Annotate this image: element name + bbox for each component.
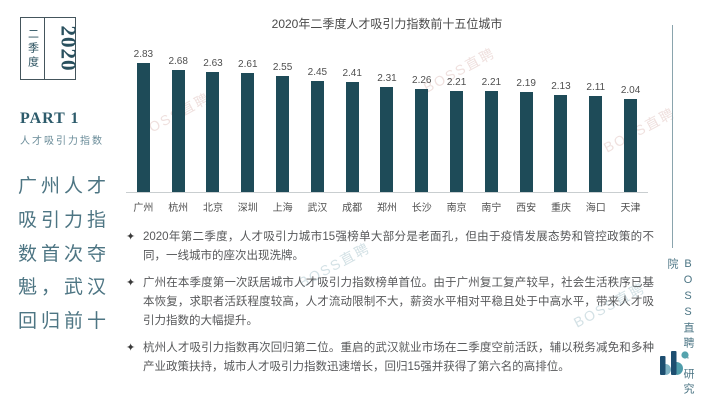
quarter-label: 二季度 bbox=[26, 27, 39, 70]
bar-column: 2.55 上海 bbox=[265, 33, 300, 214]
bullet-marker-icon: ✦ bbox=[126, 231, 136, 243]
bar-column: 2.41 成都 bbox=[335, 33, 370, 214]
chart-title: 2020年二季度人才吸引力指数前十五位城市 bbox=[271, 17, 503, 31]
bar bbox=[276, 76, 290, 192]
bar-value-label: 2.83 bbox=[133, 49, 154, 61]
part-subtitle: 人才吸引力指数 bbox=[20, 136, 104, 147]
city-label: 武汉 bbox=[307, 203, 328, 214]
bar-column: 2.21 南京 bbox=[439, 33, 474, 214]
bar-value-label: 2.11 bbox=[586, 82, 606, 93]
bar-value-label: 2.68 bbox=[168, 56, 188, 68]
bar-column: 2.83 广州 bbox=[126, 33, 161, 214]
bullet-marker-icon: ✦ bbox=[126, 341, 136, 354]
quarter-year-box: 二季度 2020 bbox=[20, 17, 81, 80]
bar-column: 2.11 海口 bbox=[578, 33, 613, 214]
bar-column: 2.04 天津 bbox=[613, 33, 648, 214]
city-label: 南京 bbox=[446, 203, 467, 214]
bar-value-label: 2.63 bbox=[203, 58, 223, 70]
quarter-cell: 二季度 bbox=[21, 18, 45, 79]
bar bbox=[345, 82, 359, 192]
bar-column: 2.61 深圳 bbox=[230, 33, 265, 214]
city-label: 天津 bbox=[620, 203, 641, 214]
section-headline: 广州人才吸引力指数首次夺魁，武汉回归前十 bbox=[18, 176, 111, 333]
bar bbox=[415, 89, 429, 192]
bar bbox=[554, 95, 568, 192]
bullet-text: 2020年第二季度，人才吸引力城市15强榜单大部分是老面孔，但由于疫情发展态势和… bbox=[143, 231, 654, 263]
city-label: 上海 bbox=[272, 203, 293, 214]
city-label: 广州 bbox=[133, 203, 154, 214]
bar-value-label: 2.31 bbox=[377, 72, 397, 84]
bar-column: 2.68 杭州 bbox=[161, 33, 196, 214]
bar bbox=[241, 73, 255, 192]
city-label: 南宁 bbox=[481, 203, 502, 214]
bar-value-label: 2.19 bbox=[516, 78, 536, 90]
bosszhipin-logo-icon bbox=[658, 349, 690, 377]
bar-column: 2.63 北京 bbox=[196, 33, 231, 214]
bar-value-label: 2.04 bbox=[620, 85, 641, 97]
city-label: 杭州 bbox=[168, 203, 189, 214]
bar bbox=[380, 86, 394, 192]
bar bbox=[484, 91, 498, 192]
bar-value-label: 2.21 bbox=[481, 77, 502, 89]
city-label: 海口 bbox=[585, 203, 606, 214]
brand-vertical-label: BOSS直聘·研究院 bbox=[666, 258, 694, 398]
bar bbox=[450, 91, 464, 192]
bar bbox=[310, 80, 324, 192]
bar bbox=[624, 99, 638, 192]
part-label: PART 1 bbox=[20, 110, 80, 127]
bar-value-label: 2.26 bbox=[412, 75, 432, 87]
bar bbox=[206, 72, 220, 192]
bar-value-label: 2.61 bbox=[238, 59, 258, 71]
bar-value-label: 2.45 bbox=[307, 66, 328, 78]
city-label: 成都 bbox=[342, 203, 363, 214]
bullet-item: ✦ 杭州人才吸引力指数再次回归第二位。重启的武汉就业市场在二季度空前活跃，辅以税务… bbox=[126, 339, 654, 378]
city-label: 北京 bbox=[202, 203, 223, 214]
bullet-item: ✦ 广州在本季度第一次跃居城市人才吸引力指数榜单首位。由于广州复工复产较早，社会生… bbox=[126, 274, 654, 332]
bar-column: 2.45 武汉 bbox=[300, 33, 335, 215]
bar-column: 2.19 西安 bbox=[509, 33, 544, 214]
bar-chart: 2020年二季度人才吸引力指数前十五位城市 2.83 广州 2.68 杭州 2.63 北京… bbox=[126, 0, 648, 226]
bar bbox=[171, 70, 185, 192]
city-label: 长沙 bbox=[411, 203, 432, 214]
city-label: 深圳 bbox=[237, 203, 258, 214]
year-cell: 2020 bbox=[45, 18, 91, 79]
bar bbox=[519, 92, 533, 192]
bar-value-label: 2.21 bbox=[446, 77, 467, 89]
right-rail-divider bbox=[672, 25, 673, 248]
bullet-marker-icon: ✦ bbox=[126, 276, 136, 289]
bar-column: 2.26 长沙 bbox=[404, 33, 439, 214]
city-label: 西安 bbox=[516, 203, 537, 214]
year-label: 2020 bbox=[56, 25, 81, 72]
bar-value-label: 2.55 bbox=[272, 62, 293, 73]
bullet-text: 广州在本季度第一次跃居城市人才吸引力指数榜单首位。由于广州复工复产较早，社会生活… bbox=[143, 276, 654, 328]
bar bbox=[136, 63, 150, 192]
bullet-item: ✦ 2020年第二季度，人才吸引力城市15强榜单大部分是老面孔，但由于疫情发展态势… bbox=[126, 228, 654, 267]
bullet-text: 杭州人才吸引力指数再次回归第二位。重启的武汉就业市场在二季度空前活跃，辅以税务减… bbox=[143, 341, 654, 373]
bar-plot: 2.83 广州 2.68 杭州 2.63 北京 2.61 深圳 2.55 上海 2.45 武汉 2.41… bbox=[126, 33, 648, 215]
bar-value-label: 2.41 bbox=[342, 68, 362, 80]
bar bbox=[589, 96, 603, 192]
bar-column: 2.21 南宁 bbox=[474, 33, 509, 214]
bar-column: 2.31 郑州 bbox=[370, 33, 405, 214]
bullet-list: ✦ 2020年第二季度，人才吸引力城市15强榜单大部分是老面孔，但由于疫情发展态势… bbox=[126, 228, 654, 384]
bar-value-label: 2.13 bbox=[551, 81, 571, 93]
bar-column: 2.13 重庆 bbox=[544, 33, 579, 214]
city-label: 郑州 bbox=[376, 203, 397, 214]
city-label: 重庆 bbox=[550, 203, 571, 214]
